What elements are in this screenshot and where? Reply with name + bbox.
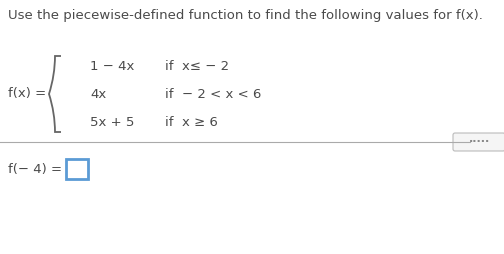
Text: 5x + 5: 5x + 5 xyxy=(90,116,135,129)
Text: 1 − 4x: 1 − 4x xyxy=(90,59,135,72)
Text: f(− 4) =: f(− 4) = xyxy=(8,163,62,176)
Text: f(x) =: f(x) = xyxy=(8,87,50,101)
Text: ·····: ····· xyxy=(468,137,489,147)
FancyBboxPatch shape xyxy=(453,133,504,151)
FancyBboxPatch shape xyxy=(66,159,88,179)
Text: 4x: 4x xyxy=(90,87,106,101)
Text: Use the piecewise-defined function to find the following values for f(x).: Use the piecewise-defined function to fi… xyxy=(8,9,483,22)
Text: if  x≤ − 2: if x≤ − 2 xyxy=(165,59,229,72)
Text: if  x ≥ 6: if x ≥ 6 xyxy=(165,116,218,129)
Text: if  − 2 < x < 6: if − 2 < x < 6 xyxy=(165,87,262,101)
